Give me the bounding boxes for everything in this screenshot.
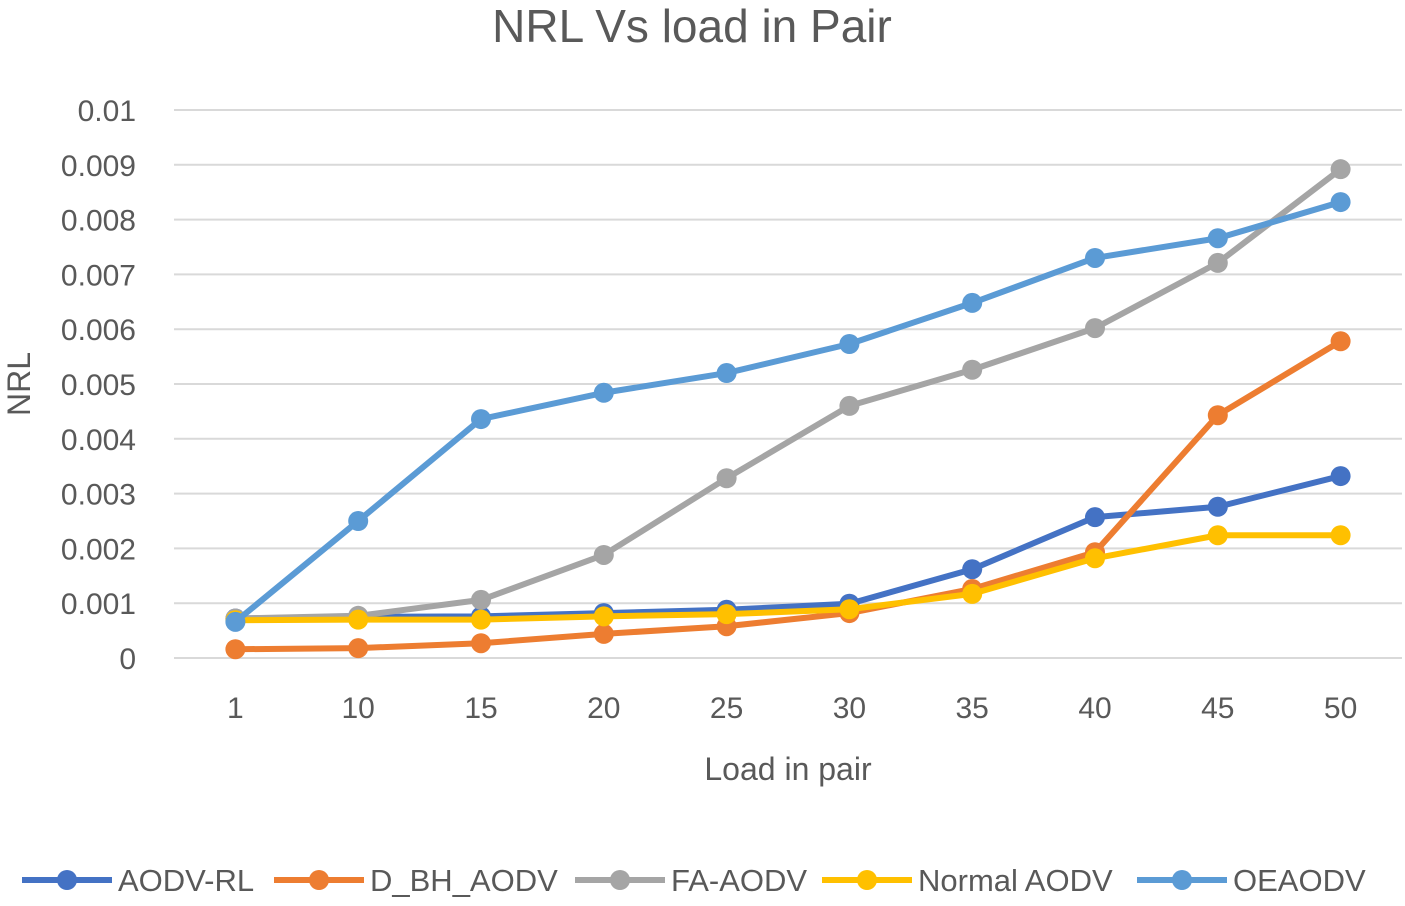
series-normal-aodv — [225, 525, 1351, 631]
data-point — [471, 609, 491, 630]
data-point — [962, 292, 983, 313]
data-point — [1207, 496, 1228, 517]
data-point — [1085, 318, 1105, 339]
series-oeaodv — [225, 192, 1351, 632]
data-point — [225, 639, 246, 660]
legend-label: AODV-RL — [118, 863, 254, 898]
data-point — [348, 511, 369, 531]
legend-label: FA-AODV — [671, 863, 807, 898]
data-point — [1330, 466, 1351, 487]
series-line — [235, 473, 1342, 622]
data-point — [471, 633, 491, 654]
data-point — [1207, 252, 1228, 273]
legend-label: D_BH_AODV — [370, 863, 558, 898]
x-tick-label: 30 — [833, 692, 866, 725]
y-tick-label: 0 — [119, 643, 136, 676]
series-line — [235, 338, 1343, 653]
x-tick-label: 50 — [1324, 692, 1357, 725]
legend-marker — [857, 870, 877, 890]
legend-item: OEAODV — [1137, 863, 1366, 898]
y-tick-label: 0.001 — [61, 588, 136, 621]
data-point — [839, 333, 860, 354]
data-point — [962, 359, 983, 380]
y-tick-label: 0.004 — [61, 424, 136, 457]
data-point — [225, 611, 246, 632]
data-point — [716, 468, 737, 489]
series-group — [225, 159, 1351, 660]
data-point — [1207, 228, 1228, 249]
data-point — [1330, 192, 1351, 213]
data-point — [348, 609, 369, 630]
data-point — [1207, 405, 1228, 426]
y-tick-label: 0.006 — [61, 314, 136, 347]
data-point — [839, 395, 860, 416]
x-tick-label: 1 — [227, 692, 244, 725]
data-point — [471, 589, 491, 610]
data-point — [1330, 331, 1351, 352]
chart-title: NRL Vs load in Pair — [492, 0, 892, 52]
data-point — [1085, 247, 1105, 268]
series-line — [233, 199, 1342, 625]
x-axis-label: Load in pair — [704, 751, 872, 787]
data-point — [593, 544, 614, 565]
y-tick-label: 0.005 — [61, 369, 136, 402]
y-tick-label: 0.003 — [61, 479, 136, 512]
data-point — [471, 409, 491, 430]
y-tick-label: 0.008 — [61, 205, 136, 238]
data-point — [593, 606, 614, 627]
y-tick-label: 0.007 — [61, 259, 136, 292]
legend-item: D_BH_AODV — [274, 863, 558, 898]
data-point — [348, 638, 369, 659]
data-point — [1330, 525, 1351, 546]
legend-marker — [309, 870, 329, 890]
data-point — [1085, 548, 1105, 569]
data-point — [962, 559, 983, 580]
x-tick-label: 15 — [464, 692, 497, 725]
x-tick-label: 40 — [1078, 692, 1111, 725]
data-point — [1330, 159, 1351, 180]
y-axis-label: NRL — [1, 352, 37, 416]
series-line — [235, 532, 1341, 624]
data-point — [962, 583, 983, 604]
data-point — [593, 623, 614, 644]
y-tick-label: 0.002 — [61, 533, 136, 566]
data-point — [839, 599, 860, 620]
legend-item: Normal AODV — [822, 863, 1113, 898]
legend-label: OEAODV — [1233, 863, 1366, 898]
y-axis-ticks: 0 0.001 0.002 0.003 0.004 0.005 0.006 0.007 0.00… — [61, 95, 136, 676]
data-point — [1207, 525, 1228, 546]
data-point — [716, 604, 737, 625]
data-point — [716, 363, 737, 384]
series-fa-aodv — [225, 159, 1351, 629]
x-tick-label: 35 — [956, 692, 989, 725]
legend-item: FA-AODV — [575, 863, 807, 898]
legend-marker — [1172, 870, 1192, 890]
gridlines — [174, 109, 1402, 659]
x-tick-label: 20 — [587, 692, 620, 725]
legend-marker — [57, 870, 77, 890]
legend-item: AODV-RL — [22, 863, 254, 898]
data-point — [1085, 507, 1105, 528]
y-tick-label: 0.009 — [61, 150, 136, 183]
series-line — [235, 166, 1343, 622]
x-tick-label: 45 — [1201, 692, 1234, 725]
legend: AODV-RL D_BH_AODV FA-AODV Normal AODV OEAODV — [22, 863, 1366, 898]
x-tick-label: 10 — [342, 692, 375, 725]
data-point — [593, 382, 614, 403]
legend-marker — [610, 870, 630, 890]
x-axis-ticks: 1 10 15 20 25 30 35 40 45 50 — [227, 692, 1357, 725]
y-tick-label: 0.01 — [78, 95, 136, 128]
legend-label: Normal AODV — [918, 863, 1113, 898]
x-tick-label: 25 — [710, 692, 743, 725]
